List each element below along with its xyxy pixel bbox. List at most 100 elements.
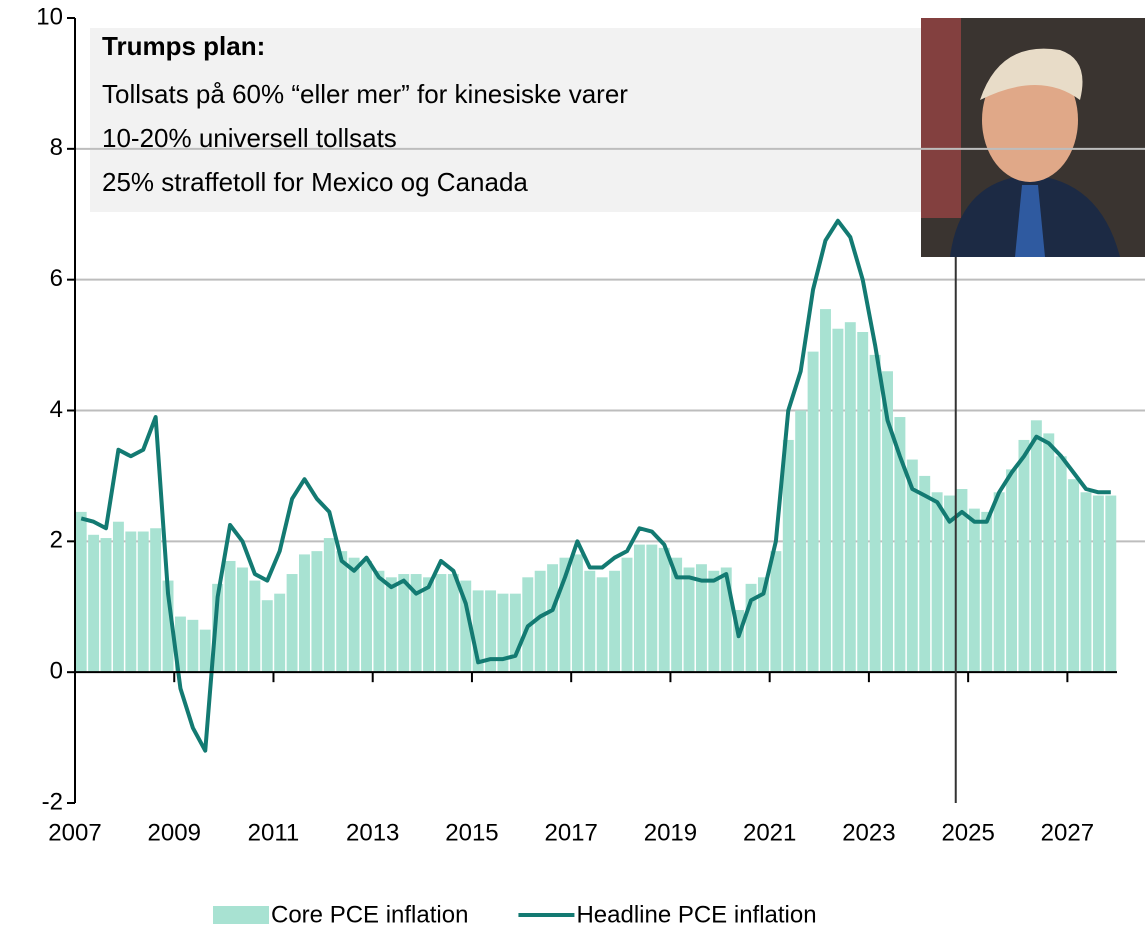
bar <box>150 528 162 673</box>
annotation-line: 25% straffetoll for Mexico og Canada <box>102 167 528 197</box>
bar <box>1055 456 1067 673</box>
bar <box>174 616 186 673</box>
y-tick-label: 6 <box>50 265 63 292</box>
bar <box>596 577 608 673</box>
bar <box>919 475 931 673</box>
bar <box>125 531 137 673</box>
bar <box>882 371 893 673</box>
bar <box>286 574 298 673</box>
bar <box>361 560 372 673</box>
bar <box>410 574 422 673</box>
bar <box>1030 420 1042 673</box>
y-tick-label: 4 <box>50 396 63 423</box>
bar <box>472 590 484 673</box>
x-tick-label: 2011 <box>248 819 300 846</box>
bar <box>646 544 658 673</box>
y-tick-label: 0 <box>50 658 63 685</box>
bar <box>137 531 149 673</box>
bar <box>224 560 236 673</box>
bar <box>671 557 683 673</box>
y-tick-label: 8 <box>50 134 63 161</box>
photo <box>921 18 1145 257</box>
bar <box>497 593 509 673</box>
bar <box>571 554 583 673</box>
line <box>80 218 1111 753</box>
bar <box>460 580 472 673</box>
bar <box>311 551 323 673</box>
x-tick-label: 2023 <box>842 819 895 846</box>
bar <box>547 564 559 673</box>
bar <box>993 492 1005 673</box>
x-tick-label: 2007 <box>48 819 101 846</box>
bar <box>658 547 670 673</box>
bar <box>1006 469 1018 673</box>
bar <box>968 508 980 673</box>
photo-hair <box>980 48 1083 100</box>
bar <box>199 629 211 673</box>
bar <box>559 557 571 673</box>
bar <box>931 492 943 673</box>
x-tick-label: 2013 <box>346 819 399 846</box>
bar <box>323 538 335 673</box>
bar <box>373 570 385 673</box>
bar <box>447 574 459 673</box>
bar <box>807 351 819 673</box>
bar <box>385 577 397 673</box>
y-tick-label: -2 <box>42 788 63 815</box>
legend-label: Core PCE inflation <box>271 901 468 928</box>
bar <box>770 551 782 673</box>
bar <box>249 580 261 673</box>
x-tick-label: 2009 <box>148 819 201 846</box>
bar <box>237 567 248 673</box>
bar <box>1092 495 1104 673</box>
legend-label: Headline PCE inflation <box>576 901 816 928</box>
bar <box>534 570 546 673</box>
bar <box>981 511 993 673</box>
x-tick-label: 2015 <box>445 819 498 846</box>
y-tick-label: 2 <box>50 527 63 554</box>
bar <box>584 570 596 673</box>
photo-flag <box>921 18 961 218</box>
bar <box>1068 479 1080 673</box>
x-tick-label: 2017 <box>544 819 597 846</box>
legend: Core PCE inflation Headline PCE inflation <box>213 901 817 928</box>
bar <box>100 538 112 673</box>
bar <box>1018 439 1030 673</box>
bar <box>869 354 881 673</box>
bar <box>820 309 831 673</box>
bar <box>745 583 757 673</box>
x-tick-label: 2019 <box>644 819 697 846</box>
bar <box>88 534 100 673</box>
bar <box>956 489 968 673</box>
bar <box>894 417 906 673</box>
bar <box>1105 495 1117 673</box>
bar <box>299 554 310 673</box>
bar <box>609 570 621 673</box>
bar <box>75 511 87 673</box>
annotation-bg <box>90 28 935 212</box>
bar <box>733 610 745 673</box>
annotation-box: Trumps plan: Tollsats på 60% “eller mer”… <box>90 28 935 212</box>
bar <box>1080 492 1092 673</box>
bar <box>633 544 645 673</box>
bar <box>423 577 434 673</box>
bar <box>795 410 807 673</box>
annotation-title: Trumps plan: <box>102 31 265 61</box>
y-tick-label: 10 <box>36 3 63 30</box>
bar <box>844 322 856 673</box>
bar <box>485 590 497 673</box>
bar <box>336 551 348 673</box>
bar <box>1043 433 1055 673</box>
legend-swatch <box>213 906 269 924</box>
bar <box>261 600 273 673</box>
bar <box>683 567 695 673</box>
bar <box>695 564 707 673</box>
bar <box>906 459 918 673</box>
x-tick-label: 2027 <box>1041 819 1094 846</box>
bar <box>509 593 521 673</box>
bar <box>857 332 869 673</box>
photo-tie <box>1015 185 1045 257</box>
bar <box>758 577 769 673</box>
bar <box>435 574 447 673</box>
